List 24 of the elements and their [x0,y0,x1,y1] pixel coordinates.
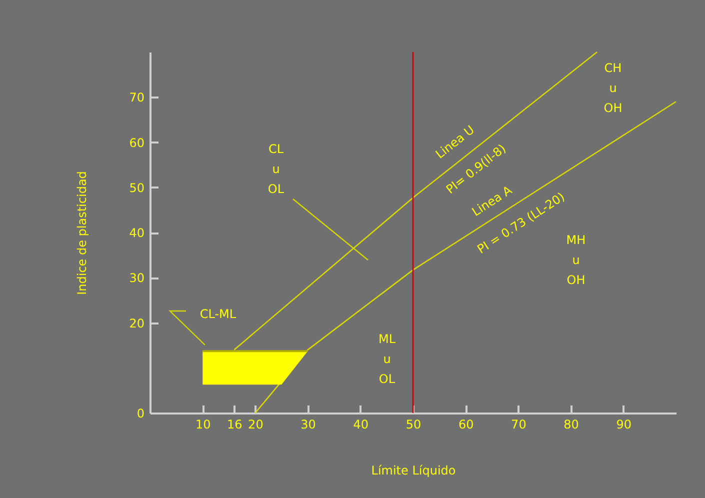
x-tick-label: 16 [227,418,242,432]
x-tick-label: 70 [511,418,526,432]
x-tick-label: 90 [616,418,632,432]
y-tick-label: 60 [129,136,144,150]
y-tick-label: 0 [136,406,144,420]
x-tick-label: 10 [195,418,211,432]
x-tick-label: 80 [564,418,579,432]
annotation: CL u OL [268,142,284,196]
x-tick-label: 30 [300,418,316,432]
annotation: CL-ML [200,307,236,321]
annotation: MH u OH [566,233,586,287]
y-tick-label: 70 [129,90,144,105]
y-tick-label: 50 [129,180,144,195]
x-tick-label: 20 [248,418,264,432]
y-axis-title: Indice de plasticidad [75,171,90,295]
x-tick-label: 40 [353,418,369,432]
y-tick-label: 40 [129,226,144,240]
annotation: ML u OL [378,332,396,386]
y-tick-label: 30 [129,271,144,286]
x-tick-label: 60 [458,418,474,432]
annotation: CH u OH [604,61,622,115]
y-tick-label: 20 [129,316,144,330]
x-axis-title: Límite Líquido [371,464,456,478]
x-tick-label: 50 [406,418,422,432]
